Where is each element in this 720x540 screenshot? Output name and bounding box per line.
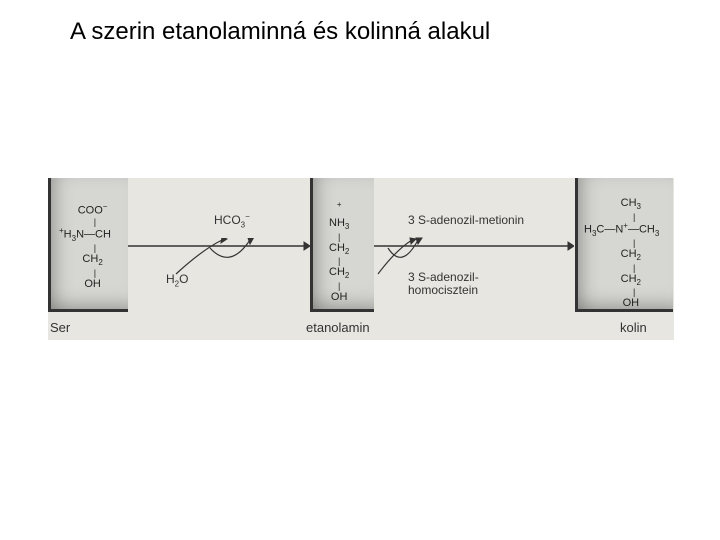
reaction-diagram: COO− | +H3N—CH | CH2 | OH Ser HCO3− H2O …: [48, 178, 674, 340]
molecule-box-serine: COO− | +H3N—CH | CH2 | OH: [48, 178, 128, 312]
formula-choline: CH3 | H3C—N+—CH3 | CH2 | CH2 | OH: [584, 196, 659, 311]
formula-serine: COO− | +H3N—CH | CH2 | OH: [59, 202, 111, 291]
molecule-box-ethanolamine: + NH3 | CH2 | CH2 | OH: [310, 178, 374, 312]
reactant-h2o: H2O: [166, 272, 188, 288]
label-ethanolamine: etanolamin: [306, 320, 370, 335]
byproduct-sah-b: homocisztein: [408, 283, 478, 297]
label-serine: Ser: [50, 320, 70, 335]
reaction-arrow-1: [128, 238, 310, 284]
label-choline: kolin: [620, 320, 647, 335]
reactant-sam: 3 S-adenozil-metionin: [408, 213, 524, 227]
formula-ethanolamine: + NH3 | CH2 | CH2 | OH: [329, 200, 349, 304]
byproduct-hco3: HCO3−: [214, 212, 250, 229]
byproduct-sah-a: 3 S-adenozil-: [408, 270, 479, 284]
page-title: A szerin etanolaminná és kolinná alakul: [70, 18, 490, 46]
molecule-box-choline: CH3 | H3C—N+—CH3 | CH2 | CH2 | OH: [575, 178, 673, 312]
